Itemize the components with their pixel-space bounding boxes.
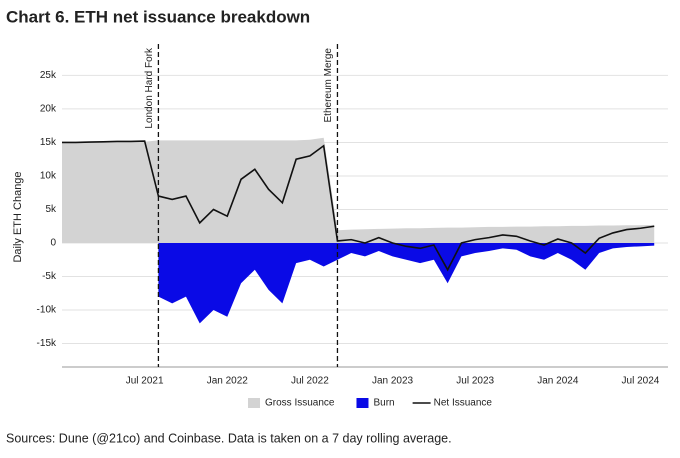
y-tick-label: 0 (50, 238, 56, 249)
area (158, 242, 655, 324)
event-label: Ethereum Merge (323, 48, 334, 123)
area (62, 137, 655, 243)
legend-swatch (248, 398, 260, 408)
y-tick-label: -5k (42, 271, 57, 282)
y-tick-label: 15k (40, 137, 57, 148)
x-tick-label: Jan 2024 (537, 376, 579, 387)
x-tick-label: Jul 2021 (126, 376, 164, 387)
x-tick-label: Jul 2024 (622, 376, 660, 387)
legend-label: Gross Issuance (265, 398, 335, 409)
x-tick-label: Jan 2022 (207, 376, 249, 387)
line (62, 140, 655, 272)
y-tick-label: 25k (40, 70, 57, 81)
y-tick-label: -10k (37, 305, 57, 316)
legend-label: Burn (373, 398, 394, 409)
chart-title: Chart 6. ETH net issuance breakdown (6, 7, 310, 26)
legend-label: Net Issuance (434, 398, 493, 409)
x-tick-label: Jul 2022 (291, 376, 329, 387)
source-note: Sources: Dune (@21co) and Coinbase. Data… (6, 431, 452, 445)
legend-swatch (356, 398, 369, 408)
y-tick-label: 20k (40, 104, 57, 115)
event-label: London Hard Fork (144, 47, 155, 129)
y-axis-label: Daily ETH Change (12, 171, 24, 262)
x-tick-label: Jul 2023 (456, 376, 494, 387)
y-tick-label: 10k (40, 171, 57, 182)
x-tick-label: Jan 2023 (372, 376, 414, 387)
y-tick-label: 5k (45, 204, 57, 215)
y-tick-label: -15k (37, 338, 57, 349)
